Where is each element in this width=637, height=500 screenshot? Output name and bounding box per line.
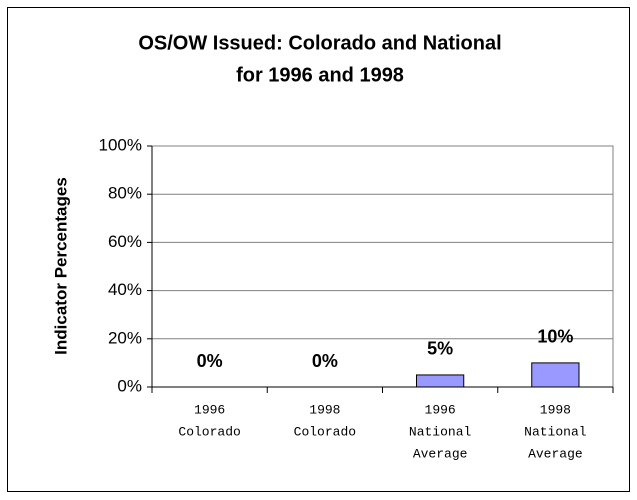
y-tick-label: 20% — [108, 328, 142, 347]
bar — [415, 374, 465, 388]
x-tick-label: Average — [413, 446, 468, 461]
y-tick-label: 0% — [117, 376, 142, 395]
y-axis-label: Indicator Percentages — [51, 177, 70, 355]
plot-area — [151, 145, 614, 388]
x-tick-label: Average — [528, 446, 583, 461]
bar — [531, 362, 580, 388]
data-label: 0% — [197, 351, 223, 371]
x-tick-label: National — [409, 424, 472, 439]
x-tick-label: 1998 — [540, 402, 571, 417]
y-tick-label: 60% — [108, 232, 142, 251]
chart-title: for 1996 and 1998 — [236, 64, 404, 86]
data-label: 0% — [312, 351, 338, 371]
x-tick-label: 1998 — [309, 402, 340, 417]
x-tick-label: National — [524, 424, 587, 439]
x-tick-label: 1996 — [425, 402, 456, 417]
y-tick-label: 100% — [99, 135, 142, 154]
chart-title: OS/OW Issued: Colorado and National — [138, 32, 501, 54]
x-tick-label: Colorado — [178, 424, 240, 439]
x-tick-label: Colorado — [294, 424, 356, 439]
data-label: 10% — [537, 327, 573, 347]
data-label: 5% — [427, 339, 453, 359]
y-tick-label: 80% — [108, 184, 142, 203]
y-tick-label: 40% — [108, 280, 142, 299]
x-tick-label: 1996 — [194, 402, 225, 417]
